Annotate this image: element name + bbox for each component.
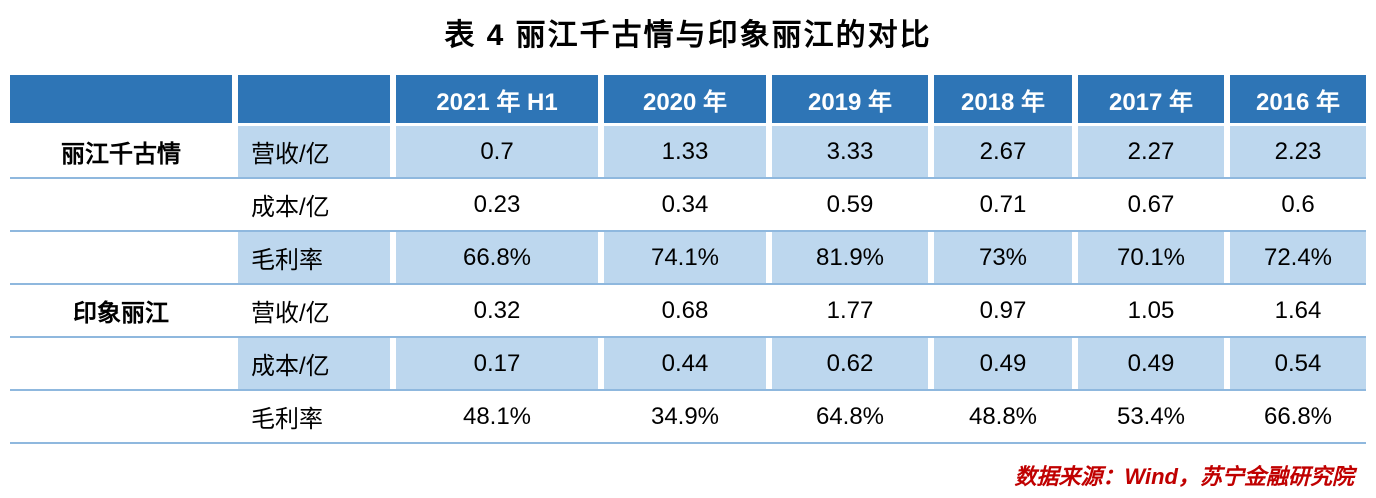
table-row: 印象丽江 营收/亿 0.32 0.68 1.77 0.97 1.05 1.64 (10, 285, 1366, 338)
value-cell: 0.44 (604, 338, 766, 389)
column-header: 2020 年 (604, 75, 766, 123)
value-cell: 0.32 (396, 285, 598, 336)
value-cell: 0.67 (1078, 179, 1224, 230)
value-cell: 53.4% (1078, 391, 1224, 442)
value-cell: 1.05 (1078, 285, 1224, 336)
metric-label-cell: 成本/亿 (238, 338, 390, 389)
value-cell: 66.8% (396, 232, 598, 283)
value-cell: 0.34 (604, 179, 766, 230)
value-cell: 0.68 (604, 285, 766, 336)
metric-label-cell: 毛利率 (238, 391, 390, 442)
value-cell: 0.49 (1078, 338, 1224, 389)
table-row: 毛利率 48.1% 34.9% 64.8% 48.8% 53.4% 66.8% (10, 391, 1366, 444)
column-header: 2017 年 (1078, 75, 1224, 123)
table-row: 成本/亿 0.23 0.34 0.59 0.71 0.67 0.6 (10, 179, 1366, 232)
value-cell: 73% (934, 232, 1072, 283)
group-label-cell-empty (10, 338, 232, 389)
value-cell: 0.97 (934, 285, 1072, 336)
metric-label-cell: 营收/亿 (238, 285, 390, 336)
source-note: 数据来源：Wind，苏宁金融研究院 (1014, 464, 1354, 489)
value-cell: 64.8% (772, 391, 928, 442)
value-cell: 66.8% (1230, 391, 1366, 442)
table-row: 成本/亿 0.17 0.44 0.62 0.49 0.49 0.54 (10, 338, 1366, 391)
value-cell: 2.67 (934, 126, 1072, 177)
column-header: 2021 年 H1 (396, 75, 598, 123)
group-label-cell: 印象丽江 (10, 285, 232, 336)
value-cell: 0.23 (396, 179, 598, 230)
group-label-cell-empty (10, 391, 232, 442)
table-row: 丽江千古情 营收/亿 0.7 1.33 3.33 2.67 2.27 2.23 (10, 126, 1366, 179)
column-header-empty (238, 75, 390, 123)
value-cell: 2.23 (1230, 126, 1366, 177)
column-header: 2016 年 (1230, 75, 1366, 123)
metric-label-cell: 成本/亿 (238, 179, 390, 230)
value-cell: 70.1% (1078, 232, 1224, 283)
value-cell: 1.33 (604, 126, 766, 177)
value-cell: 1.77 (772, 285, 928, 336)
value-cell: 0.62 (772, 338, 928, 389)
comparison-table: 2021 年 H1 2020 年 2019 年 2018 年 2017 年 2016 年 … (10, 75, 1366, 444)
value-cell: 74.1% (604, 232, 766, 283)
value-cell: 34.9% (604, 391, 766, 442)
value-cell: 81.9% (772, 232, 928, 283)
group-label-cell: 丽江千古情 (10, 126, 232, 177)
value-cell: 0.71 (934, 179, 1072, 230)
table-body: 丽江千古情 营收/亿 0.7 1.33 3.33 2.67 2.27 2.23 成本/亿 0.23… (10, 126, 1366, 444)
value-cell: 0.7 (396, 126, 598, 177)
column-header-empty (10, 75, 232, 123)
metric-label-cell: 毛利率 (238, 232, 390, 283)
value-cell: 3.33 (772, 126, 928, 177)
value-cell: 0.6 (1230, 179, 1366, 230)
value-cell: 72.4% (1230, 232, 1366, 283)
column-header: 2019 年 (772, 75, 928, 123)
metric-label-cell: 营收/亿 (238, 126, 390, 177)
table-title: 表 4 丽江千古情与印象丽江的对比 (444, 19, 932, 52)
value-cell: 0.59 (772, 179, 928, 230)
value-cell: 0.54 (1230, 338, 1366, 389)
value-cell: 2.27 (1078, 126, 1224, 177)
table-header-row: 2021 年 H1 2020 年 2019 年 2018 年 2017 年 2016 年 (10, 75, 1366, 126)
table-row: 毛利率 66.8% 74.1% 81.9% 73% 70.1% 72.4% (10, 232, 1366, 285)
value-cell: 0.17 (396, 338, 598, 389)
value-cell: 48.1% (396, 391, 598, 442)
value-cell: 1.64 (1230, 285, 1366, 336)
group-label-cell-empty (10, 179, 232, 230)
column-header: 2018 年 (934, 75, 1072, 123)
group-label-cell-empty (10, 232, 232, 283)
value-cell: 48.8% (934, 391, 1072, 442)
value-cell: 0.49 (934, 338, 1072, 389)
